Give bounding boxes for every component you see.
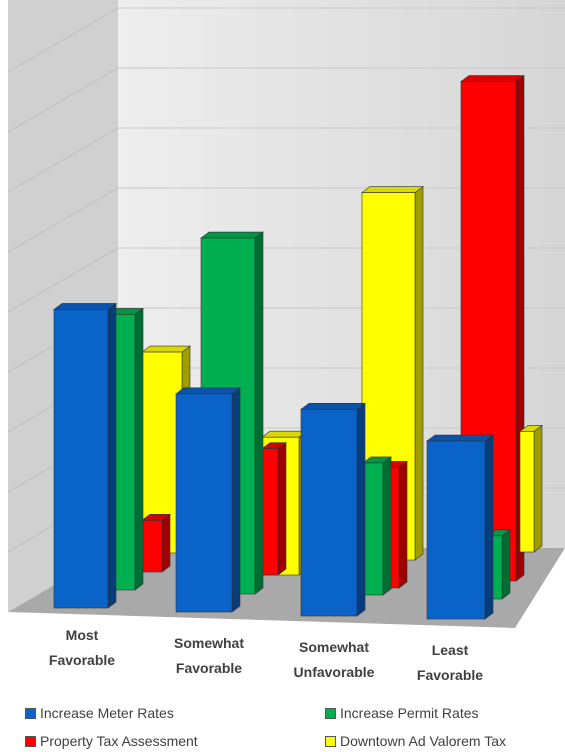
legend-label: Property Tax Assessment: [40, 733, 198, 749]
bar-side-face: [356, 402, 366, 617]
bar-meter-4: [426, 434, 494, 620]
legend-item-increase-permit-rates: Increase Permit Rates: [325, 705, 479, 721]
category-label-line1: Somewhat: [299, 639, 369, 655]
bar-side-face: [382, 456, 392, 596]
bar-top-face: [141, 345, 191, 353]
category-label-line2: Favorable: [176, 660, 242, 676]
bar-side-face: [231, 387, 241, 613]
bar-front-face: [53, 309, 109, 609]
bar-property-1: [141, 513, 171, 573]
gridline: [7, 247, 119, 313]
chart: Most Favorable Somewhat Favorable Somewhat Un…: [7, 0, 565, 683]
bar-meter-1: [53, 302, 117, 609]
category-label-line1: Somewhat: [174, 635, 244, 651]
bar-front-face: [261, 448, 279, 576]
legend-label: Downtown Ad Valorem Tax: [340, 733, 507, 749]
bar-downtown-4: [519, 424, 543, 553]
bar-top-face: [300, 403, 366, 410]
gridline: [7, 127, 119, 193]
legend-item-downtown-ad-valorem-tax: Downtown Ad Valorem Tax: [325, 733, 506, 749]
bar-meter-2: [175, 387, 241, 613]
bar-side-face: [134, 307, 144, 591]
category-label-line2: Favorable: [417, 667, 483, 683]
legend-label: Increase Meter Rates: [40, 705, 174, 721]
category-label-line1: Most: [66, 627, 99, 643]
bar-front-face: [519, 431, 535, 553]
legend-item-increase-meter-rates: Increase Meter Rates: [25, 705, 174, 721]
bars: [53, 74, 543, 620]
bar-front-face: [426, 440, 486, 620]
bar-top-face: [261, 430, 308, 438]
legend: Increase Meter Rates Increase Permit Rat…: [0, 700, 565, 752]
bar-front-face: [300, 409, 358, 617]
bar-side-face: [277, 442, 287, 576]
bar-meter-3: [300, 402, 366, 617]
bar-front-face: [141, 520, 163, 573]
bar-top-face: [200, 231, 264, 239]
bar-permit-3: [362, 456, 392, 596]
gridline: [7, 7, 119, 73]
gridline: [7, 187, 119, 253]
bar-top-face: [361, 186, 424, 193]
category-label-line1: Least: [432, 642, 469, 658]
bar-side-face: [484, 434, 494, 620]
bar-front-face: [175, 393, 233, 613]
legend-item-property-tax-assessment: Property Tax Assessment: [25, 733, 198, 749]
bar-property-2: [261, 442, 287, 576]
category-label-line2: Unfavorable: [294, 664, 375, 680]
legend-swatch-green: [325, 707, 336, 719]
category-labels: Most Favorable Somewhat Favorable Somewhat Un…: [49, 627, 483, 683]
gridline: [7, 67, 119, 133]
legend-swatch-yellow: [325, 735, 336, 747]
category-label-line2: Favorable: [49, 652, 115, 668]
bar-side-face: [414, 185, 424, 561]
bar-side-face: [501, 529, 511, 600]
legend-swatch-blue: [25, 707, 36, 719]
bar-side-face: [161, 513, 171, 573]
bar-top-face: [53, 303, 117, 310]
bar-top-face: [175, 387, 241, 395]
bar-top-face: [426, 434, 494, 442]
bar-top-face: [460, 75, 525, 82]
bar-side-face: [533, 424, 543, 553]
bar-side-face: [107, 302, 117, 609]
bar-side-face: [254, 231, 264, 595]
bar-side-face: [398, 460, 408, 589]
legend-label: Increase Permit Rates: [340, 705, 479, 721]
legend-swatch-red: [25, 735, 36, 747]
bar-front-face: [362, 462, 384, 596]
